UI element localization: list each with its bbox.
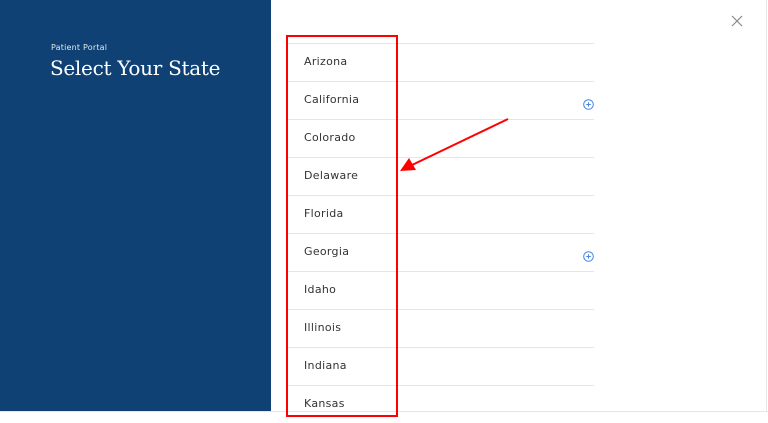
state-label: Georgia [304, 245, 350, 258]
state-item-idaho[interactable]: Idaho [288, 271, 594, 309]
state-item-indiana[interactable]: Indiana [288, 347, 594, 385]
portal-label: Patient Portal [51, 43, 108, 52]
state-item-illinois[interactable]: Illinois [288, 309, 594, 347]
state-label: Florida [304, 207, 344, 220]
state-item-kansas[interactable]: Kansas [288, 385, 594, 423]
state-list: Arizona California Colorado Delaware Florida… [288, 43, 594, 423]
state-item-colorado[interactable]: Colorado [288, 119, 594, 157]
state-label: Illinois [304, 321, 342, 334]
state-label: Delaware [304, 169, 359, 182]
state-label: Colorado [304, 131, 356, 144]
state-label: California [304, 93, 360, 106]
state-item-florida[interactable]: Florida [288, 195, 594, 233]
expand-plus-icon[interactable] [583, 95, 594, 110]
state-label: Arizona [304, 55, 348, 68]
expand-plus-icon[interactable] [583, 247, 594, 262]
state-label: Idaho [304, 283, 337, 296]
divider [766, 0, 767, 411]
state-label: Kansas [304, 397, 345, 410]
state-item-georgia[interactable]: Georgia [288, 233, 594, 271]
state-item-delaware[interactable]: Delaware [288, 157, 594, 195]
divider [0, 411, 768, 412]
state-item-arizona[interactable]: Arizona [288, 43, 594, 81]
state-label: Indiana [304, 359, 347, 372]
state-item-california[interactable]: California [288, 81, 594, 119]
sidebar-panel: Patient Portal Select Your State [0, 0, 271, 411]
page-title: Select Your State [50, 56, 221, 80]
close-button[interactable] [729, 13, 745, 29]
close-icon [731, 15, 743, 27]
